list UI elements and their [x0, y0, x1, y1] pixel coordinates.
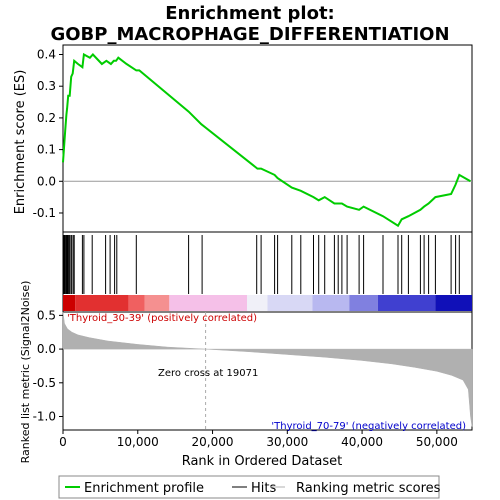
es-y-tick-label: 0.4: [37, 48, 56, 62]
x-tick-label: 20,000: [192, 435, 234, 449]
heat-bar-segment: [247, 295, 268, 311]
heat-bar-segment: [169, 295, 248, 311]
metric-y-axis-label: Ranked list metric (Signal2Noise): [19, 281, 32, 464]
heat-bar-segment: [435, 295, 472, 311]
x-tick-label: 50,000: [416, 435, 458, 449]
legend: Enrichment profile Hits Ranking metric s…: [58, 475, 441, 499]
metric-layer: [62, 311, 473, 430]
axis-layer: -0.1 0.0 0.1 0.2 0.3 0.4 -1.0 -0.5 0.0 0.5 0 10,000…: [33, 48, 458, 449]
metric-y-tick-label: 0.5: [37, 308, 56, 322]
hits-layer: [63, 235, 460, 294]
heat-bar-segment: [75, 295, 129, 311]
x-tick-label: 10,000: [117, 435, 159, 449]
positive-correlation-label: 'Thyroid_30-39' (positively correlated): [67, 313, 257, 324]
enrichment-profile-line: [62, 52, 471, 228]
es-y-tick-label: 0.2: [37, 111, 56, 125]
x-tick-label: 30,000: [266, 435, 308, 449]
legend-hits-label: Hits: [251, 481, 276, 496]
es-y-tick-label: 0.0: [37, 174, 56, 188]
ranking-metric-area: [62, 311, 473, 427]
chart-title-line2: GOBP_MACROPHAGE_DIFFERENTIATION: [50, 24, 449, 45]
x-axis-label: Rank in Ordered Dataset: [182, 454, 343, 469]
es-y-axis-label: Enrichment score (ES): [13, 70, 28, 215]
metric-y-tick-label: -1.0: [33, 410, 56, 424]
legend-enrichment-label: Enrichment profile: [84, 481, 204, 496]
chart-title-line1: Enrichment plot:: [165, 3, 335, 24]
heat-bar-segment: [267, 295, 313, 311]
heat-bar-segment: [144, 295, 170, 311]
heat-bar-segment: [63, 295, 76, 311]
x-tick-label: 0: [59, 435, 67, 449]
legend-metric-label: Ranking metric scores: [296, 481, 441, 496]
negative-correlation-label: 'Thyroid_70-79' (negatively correlated): [271, 421, 466, 432]
heat-bar-segment: [128, 295, 145, 311]
metric-y-tick-label: -0.5: [33, 376, 56, 390]
es-panel-frame: [62, 44, 473, 233]
legend-frame: [58, 475, 440, 499]
heat-bar-segment: [312, 295, 350, 311]
es-y-tick-label: -0.1: [33, 206, 56, 220]
heat-bar-segment: [377, 295, 436, 311]
zero-cross-label: Zero cross at 19071: [158, 368, 258, 379]
x-tick-label: 40,000: [341, 435, 383, 449]
es-layer: [62, 52, 472, 228]
metric-y-tick-label: 0.0: [37, 342, 56, 356]
es-y-tick-label: 0.1: [37, 143, 56, 157]
es-y-tick-label: 0.3: [37, 79, 56, 93]
heat-bar-segment: [349, 295, 378, 311]
heat-bar: [63, 295, 472, 311]
metric-panel-frame: [62, 311, 473, 431]
